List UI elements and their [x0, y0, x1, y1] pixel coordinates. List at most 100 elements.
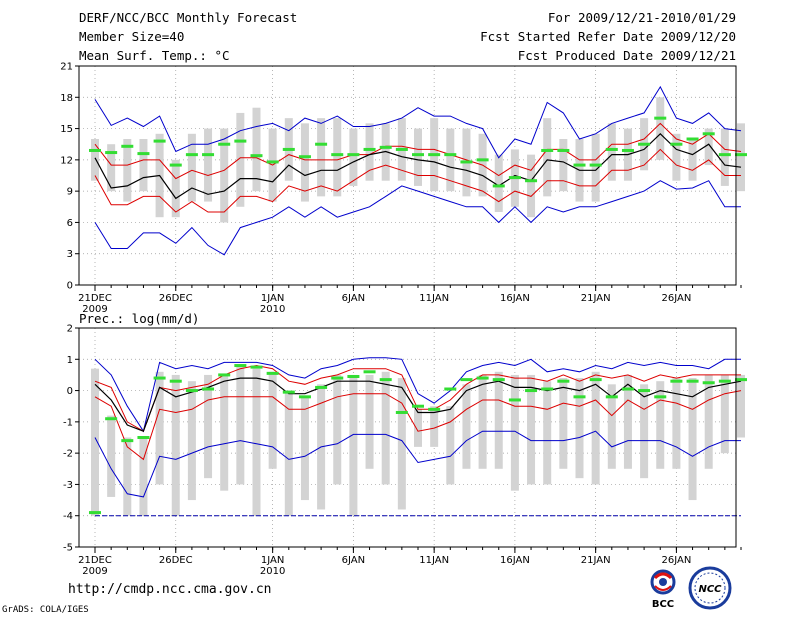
observed-marker: [379, 378, 392, 382]
observed-marker: [638, 389, 651, 393]
ensemble-box: [527, 374, 536, 485]
y-tick-label: 12: [60, 155, 73, 166]
x-tick-label: 26DEC: [159, 555, 193, 566]
x-tick-label: 26JAN: [661, 555, 691, 566]
y-tick-label: 1: [67, 355, 73, 366]
ensemble-box: [349, 374, 358, 516]
observed-marker: [670, 142, 683, 146]
observed-marker: [234, 139, 247, 143]
series-upper-line: [94, 364, 741, 432]
bcc-logo-icon: BCC: [650, 569, 676, 610]
x-tick-label: 21DEC: [78, 555, 112, 566]
source-url[interactable]: http://cmdp.ncc.cma.gov.cn: [68, 582, 272, 597]
observed-marker: [218, 142, 231, 146]
plot-frame: [78, 327, 737, 548]
observed-marker: [605, 395, 618, 399]
x-tick-label: 16JAN: [500, 555, 530, 566]
observed-marker: [347, 374, 360, 378]
ensemble-box: [494, 154, 503, 212]
x-tick-label: 16JAN: [500, 293, 530, 304]
ensemble-box: [607, 123, 616, 181]
x-tick-label: 21DEC: [78, 293, 112, 304]
ensemble-box: [236, 365, 245, 485]
ensemble-box: [559, 378, 568, 469]
ensemble-box: [139, 437, 148, 516]
ensemble-box: [284, 390, 293, 516]
observed-marker: [298, 395, 311, 399]
observed-marker: [460, 160, 473, 164]
observed-marker: [137, 152, 150, 156]
observed-marker: [379, 145, 392, 149]
grads-credit: GrADS: COLA/IGES: [2, 605, 89, 615]
ensemble-box: [704, 374, 713, 469]
plot-frame: [78, 65, 737, 286]
ensemble-box: [381, 371, 390, 485]
observed-marker: [105, 417, 118, 421]
forecast-period: For 2009/12/21-2010/01/29: [547, 10, 736, 25]
series-min-line: [94, 430, 741, 498]
observed-marker: [121, 144, 134, 148]
observed-marker: [89, 511, 101, 515]
observed-marker: [476, 158, 489, 162]
observed-marker: [702, 381, 715, 385]
observed-marker: [153, 139, 166, 143]
observed-marker: [185, 389, 198, 393]
ensemble-box: [527, 154, 536, 218]
y-tick-label: 6: [67, 218, 73, 229]
ensemble-box: [268, 371, 277, 469]
observed-marker: [395, 147, 408, 151]
series-upper-line: [94, 122, 742, 180]
ensemble-box: [91, 139, 99, 181]
ensemble-box: [575, 378, 584, 479]
y-tick-label: -5: [63, 543, 73, 554]
ensemble-box: [510, 374, 519, 491]
ensemble-box: [123, 437, 132, 516]
observed-marker: [105, 151, 118, 155]
observed-marker: [315, 142, 328, 146]
forecast-started-date: Fcst Started Refer Date 2009/12/20: [480, 29, 736, 44]
ensemble-box: [543, 118, 552, 197]
ensemble-box: [720, 128, 729, 186]
series-max-line: [94, 85, 742, 159]
x-tick-label: 6JAN: [342, 555, 365, 566]
x-tick-year: 2009: [82, 304, 107, 315]
series-max-line: [94, 357, 741, 433]
observed-marker: [428, 407, 441, 411]
ensemble-box: [494, 371, 503, 469]
x-tick-label: 26JAN: [661, 293, 691, 304]
observed-marker: [250, 154, 263, 158]
y-tick-label: 9: [67, 187, 73, 198]
member-size: Member Size=40: [79, 29, 185, 44]
observed-marker: [541, 148, 554, 152]
ensemble-box: [91, 368, 99, 516]
observed-marker: [202, 387, 215, 391]
observed-marker: [605, 147, 618, 151]
observed-marker: [444, 387, 457, 391]
ensemble-box: [252, 107, 261, 192]
svg-text:NCC: NCC: [698, 584, 722, 595]
y-tick-label: 0: [67, 386, 73, 397]
x-tick-label: 26DEC: [159, 293, 193, 304]
ensemble-box: [220, 128, 229, 223]
ensemble-box: [187, 381, 196, 501]
ensemble-box: [640, 384, 649, 479]
x-tick-label: 1JAN: [261, 293, 284, 304]
observed-marker: [169, 379, 182, 383]
ensemble-box: [365, 123, 374, 181]
observed-marker: [492, 378, 505, 382]
observed-marker: [460, 378, 473, 382]
ensemble-box: [704, 128, 713, 166]
x-tick-label: 1JAN: [261, 555, 284, 566]
observed-marker: [702, 132, 715, 136]
observed-marker: [250, 365, 263, 369]
ensemble-box: [236, 112, 245, 207]
observed-marker: [718, 153, 731, 157]
x-tick-label: 11JAN: [419, 555, 449, 566]
observed-marker: [476, 376, 489, 380]
series-lower-line: [94, 148, 741, 213]
ensemble-box: [623, 374, 632, 469]
observed-marker: [282, 390, 295, 394]
ensemble-box: [171, 159, 180, 218]
